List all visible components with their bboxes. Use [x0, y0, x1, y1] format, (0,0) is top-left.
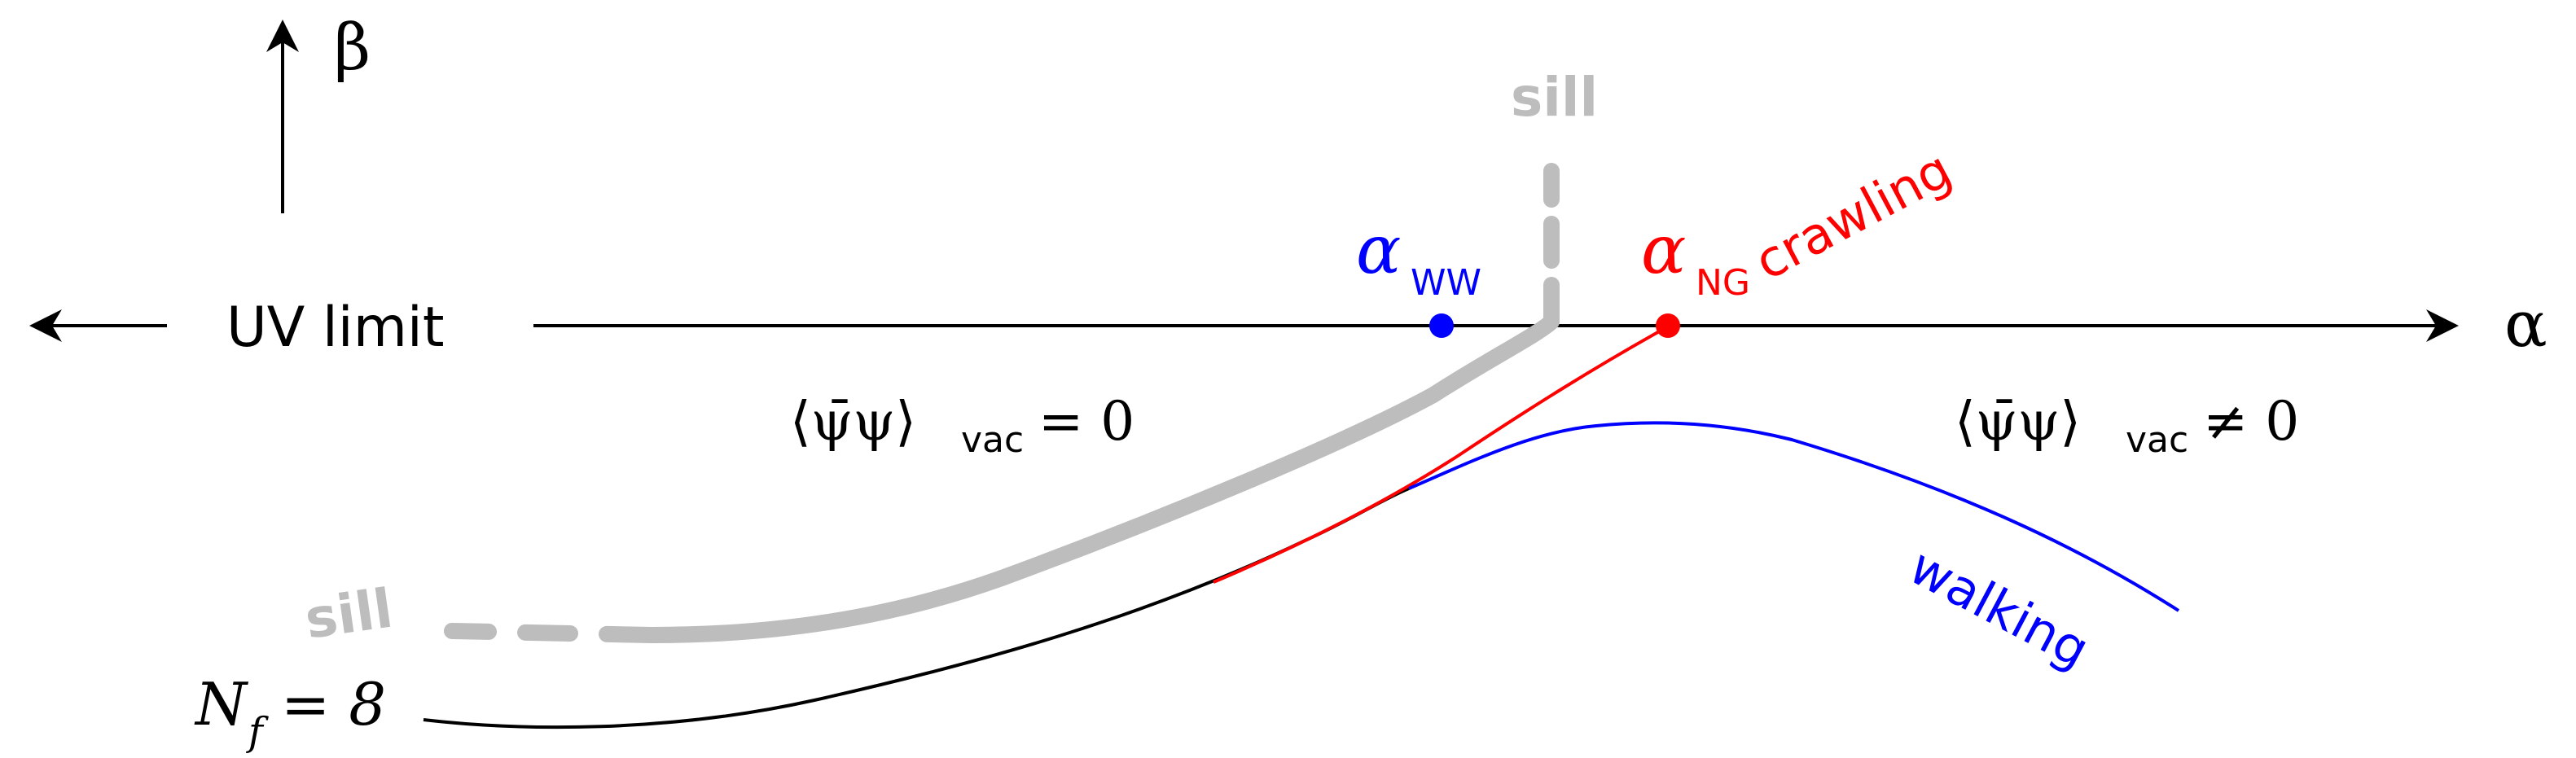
nf-value: = 8 — [281, 670, 386, 738]
walking-curve — [1408, 421, 2180, 612]
alpha-ng-subscript: NG — [1696, 262, 1750, 304]
walking-label: walking — [1900, 537, 2099, 680]
sill-curve — [643, 313, 1560, 643]
sill-top-label: sill — [1511, 66, 1598, 129]
condensate-right-symbol: ⟨ψ̄ψ⟩ — [1955, 390, 2081, 453]
alpha-axis-label: α — [2504, 288, 2547, 361]
nf-label: N — [194, 670, 249, 738]
sill-left-label: sill — [301, 577, 397, 651]
condensate-left-relation: = 0 — [1038, 390, 1134, 453]
sill-curve-dashed — [444, 623, 660, 643]
condensate-left-symbol: ⟨ψ̄ψ⟩ — [790, 390, 916, 453]
crawling-curve — [1213, 324, 1670, 584]
condensate-right-sub: vac — [2126, 419, 2188, 461]
condensate-right: ⟨ψ̄ψ⟩ — [1955, 390, 2081, 453]
alpha-ng-symbol: α — [1641, 212, 1686, 289]
alpha-ng-point — [1656, 313, 1680, 338]
alpha-ww-subscript: WW — [1411, 262, 1481, 304]
crawling-label: crawling — [1745, 139, 1961, 291]
alpha-ww-symbol: α — [1356, 212, 1401, 289]
condensate-left-sub: vac — [961, 419, 1024, 461]
alpha-ww-point — [1429, 313, 1454, 338]
beta-axis-label: β — [334, 11, 371, 85]
nf-subscript: f — [246, 709, 269, 755]
uv-limit-label: UV limit — [226, 296, 444, 360]
condensate-right-relation: ≠ 0 — [2203, 390, 2299, 453]
condensate-left: ⟨ψ̄ψ⟩ — [790, 390, 916, 453]
